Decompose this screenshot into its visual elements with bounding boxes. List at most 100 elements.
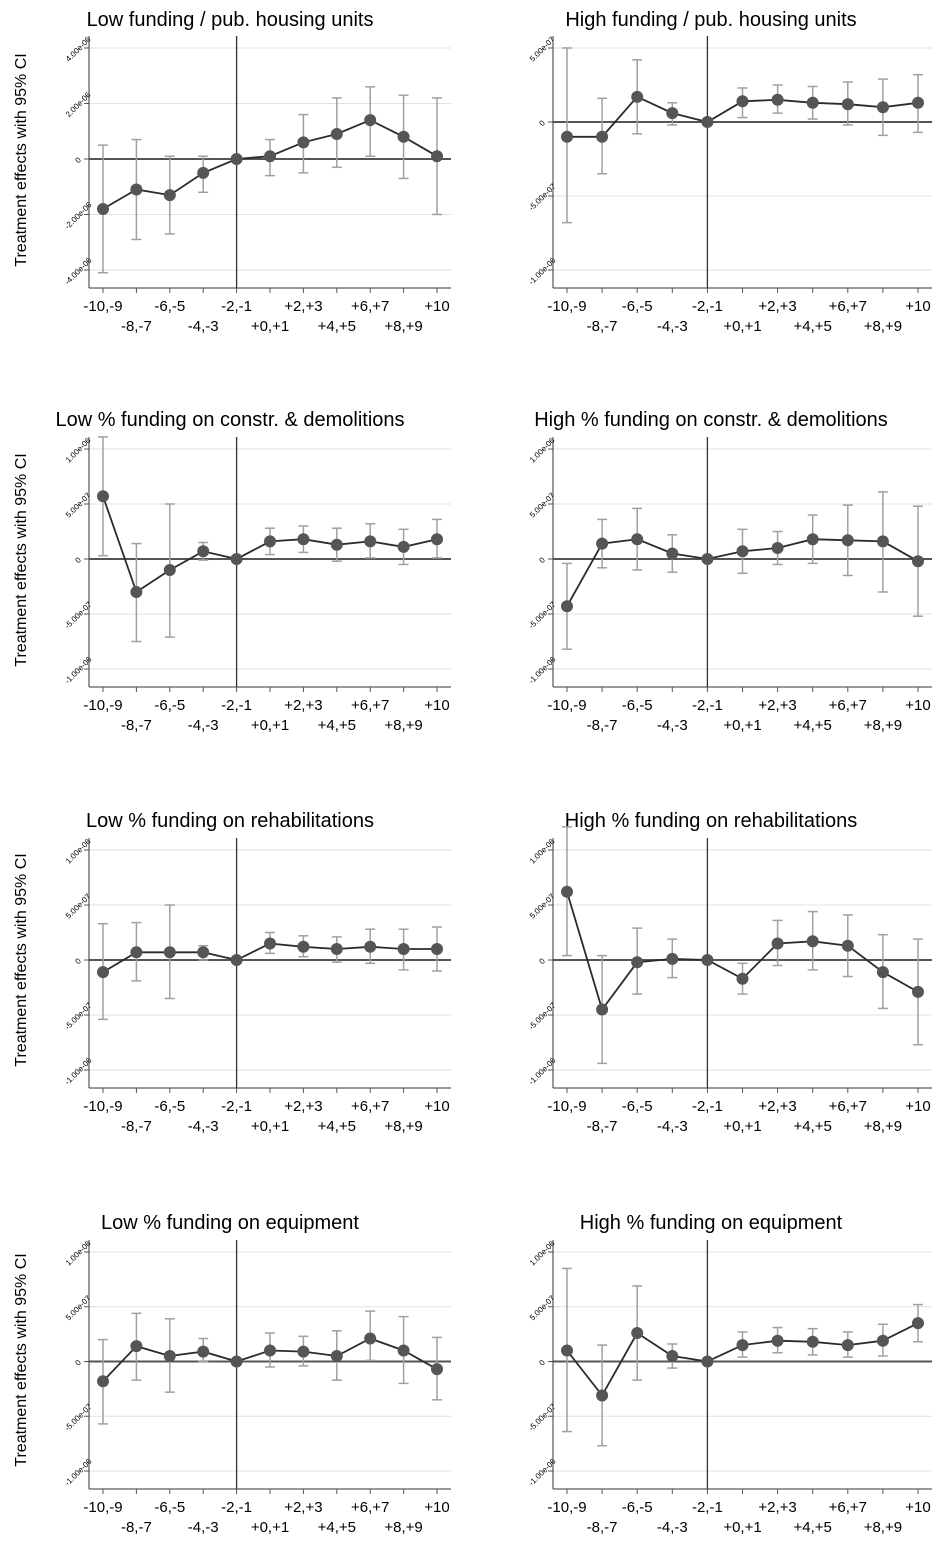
x-tick-label: +8,+9	[864, 1118, 902, 1135]
x-tick-label: -8,-7	[121, 717, 152, 734]
data-point	[163, 189, 176, 202]
x-tick-label: -10,-9	[547, 298, 586, 315]
data-point	[806, 935, 819, 948]
panel: Low % funding on constr. & demolitions Tr…	[13, 409, 451, 734]
x-tick-label: +10	[424, 298, 449, 315]
panel-title: Low % funding on equipment	[101, 1212, 359, 1234]
data-point	[197, 545, 210, 558]
x-tick-label: -2,-1	[692, 1499, 723, 1516]
y-axis-label: Treatment effects with 95% CI	[13, 453, 30, 666]
x-tick-label: -4,-3	[657, 1519, 688, 1536]
x-tick-label: -2,-1	[221, 1499, 252, 1516]
data-point	[431, 533, 443, 546]
x-tick-label: -4,-3	[188, 318, 219, 335]
x-tick-label: +8,+9	[864, 1519, 902, 1536]
x-tick-label: -4,-3	[657, 318, 688, 335]
x-tick-label: +0,+1	[723, 1519, 761, 1536]
data-point	[806, 96, 819, 109]
data-point	[666, 547, 679, 560]
y-tick-label: 0	[73, 555, 83, 565]
data-point	[330, 1350, 343, 1363]
x-tick-label: +2,+3	[284, 298, 322, 315]
data-point	[97, 490, 109, 503]
data-point	[701, 116, 714, 128]
data-point	[97, 1375, 109, 1388]
panel-title: High % funding on constr. & demolitions	[534, 409, 888, 431]
x-tick-label: +8,+9	[384, 1519, 422, 1536]
data-point	[130, 1340, 143, 1353]
x-tick-label: -10,-9	[83, 1499, 122, 1516]
data-point	[736, 545, 749, 558]
x-tick-label: -4,-3	[657, 1118, 688, 1135]
data-point	[631, 533, 644, 546]
data-point	[97, 966, 109, 979]
data-point	[841, 534, 854, 547]
x-tick-label: -8,-7	[587, 1118, 618, 1135]
x-tick-label: -6,-5	[622, 697, 653, 714]
y-tick-label: 0	[537, 1358, 547, 1368]
x-tick-label: +6,+7	[351, 1499, 389, 1516]
x-tick-label: -8,-7	[587, 717, 618, 734]
x-tick-label: +10	[905, 1098, 930, 1115]
data-point	[130, 586, 143, 598]
data-point	[666, 1350, 679, 1363]
x-tick-label: +6,+7	[829, 298, 867, 315]
data-point	[297, 1345, 310, 1358]
data-point	[163, 946, 176, 959]
y-tick-label: 0	[537, 555, 547, 565]
data-point	[561, 885, 573, 898]
x-tick-label: -8,-7	[121, 318, 152, 335]
panel: Low % funding on equipment Treatment effe…	[13, 1212, 451, 1536]
x-tick-label: +0,+1	[251, 1519, 289, 1536]
data-point	[330, 538, 343, 551]
panel-title: Low funding / pub. housing units	[87, 9, 374, 31]
data-point	[876, 1334, 889, 1347]
data-point	[771, 937, 784, 950]
data-point	[631, 90, 644, 103]
data-point	[397, 540, 410, 553]
data-point	[230, 153, 243, 165]
data-point	[431, 943, 443, 955]
x-tick-label: +10	[905, 697, 930, 714]
x-tick-label: -2,-1	[221, 697, 252, 714]
y-tick-label: 0	[73, 956, 83, 966]
x-tick-label: +6,+7	[351, 1098, 389, 1115]
x-tick-label: +10	[424, 1499, 449, 1516]
data-point	[264, 937, 276, 950]
x-tick-label: +2,+3	[758, 1098, 796, 1115]
data-point	[771, 542, 784, 554]
data-point	[666, 107, 679, 120]
data-point	[163, 1350, 176, 1363]
x-tick-label: -6,-5	[622, 1499, 653, 1516]
y-tick-label: 0	[537, 956, 547, 966]
data-point	[197, 1345, 210, 1358]
x-tick-label: +6,+7	[829, 1499, 867, 1516]
x-tick-label: +4,+5	[318, 318, 356, 335]
data-point	[876, 535, 889, 548]
data-point	[330, 128, 343, 141]
x-tick-label: +8,+9	[864, 717, 902, 734]
x-tick-label: -8,-7	[587, 318, 618, 335]
data-point	[130, 946, 143, 959]
data-point	[561, 600, 573, 613]
data-point	[264, 1344, 276, 1357]
x-tick-label: -2,-1	[221, 1098, 252, 1115]
data-point	[912, 96, 924, 109]
x-tick-label: +4,+5	[794, 318, 832, 335]
data-point	[230, 1355, 243, 1368]
x-tick-label: -8,-7	[121, 1118, 152, 1135]
data-point	[631, 956, 644, 969]
data-point	[197, 166, 210, 179]
x-tick-label: +10	[905, 1499, 930, 1516]
x-tick-label: -6,-5	[154, 1098, 185, 1115]
y-tick-label: 0	[73, 155, 83, 165]
x-tick-label: -4,-3	[188, 1519, 219, 1536]
data-point	[631, 1327, 644, 1340]
x-tick-label: +4,+5	[794, 717, 832, 734]
data-point	[364, 1332, 377, 1345]
x-tick-label: -10,-9	[547, 1499, 586, 1516]
data-point	[364, 114, 377, 127]
x-tick-label: +0,+1	[251, 717, 289, 734]
x-tick-label: +4,+5	[794, 1519, 832, 1536]
